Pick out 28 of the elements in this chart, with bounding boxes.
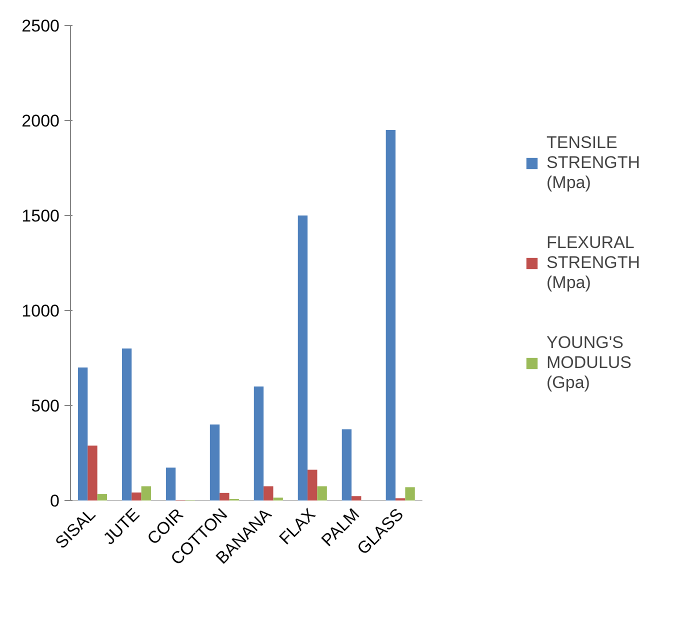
bar — [273, 498, 283, 500]
legend-label: TENSILE STRENGTH (Mpa) — [546, 132, 640, 192]
bar — [78, 368, 88, 500]
bar — [386, 130, 396, 500]
bar — [132, 492, 142, 500]
bar — [122, 348, 132, 500]
y-tick-label: 0 — [50, 492, 60, 510]
bar — [141, 486, 151, 500]
legend-label: YOUNG'S MODULUS (Gpa) — [546, 332, 632, 392]
y-tick-label: 1000 — [22, 302, 60, 320]
y-tick-label: 500 — [31, 396, 60, 416]
bar — [298, 216, 308, 500]
bar — [166, 468, 176, 500]
y-tick-label: 2000 — [22, 112, 60, 130]
y-tick-label: 2500 — [22, 16, 60, 36]
bar — [97, 494, 108, 500]
bar — [352, 496, 362, 500]
bar — [317, 486, 327, 500]
bar — [264, 486, 274, 500]
bar — [342, 429, 352, 500]
bar — [210, 424, 220, 500]
y-tick-label: 1500 — [22, 206, 60, 226]
bar — [254, 386, 264, 500]
bar — [308, 470, 318, 500]
bar — [88, 446, 98, 500]
bar — [405, 487, 415, 500]
legend-label: FLEXURAL STRENGTH (Mpa) — [546, 232, 640, 292]
bar — [220, 492, 230, 500]
